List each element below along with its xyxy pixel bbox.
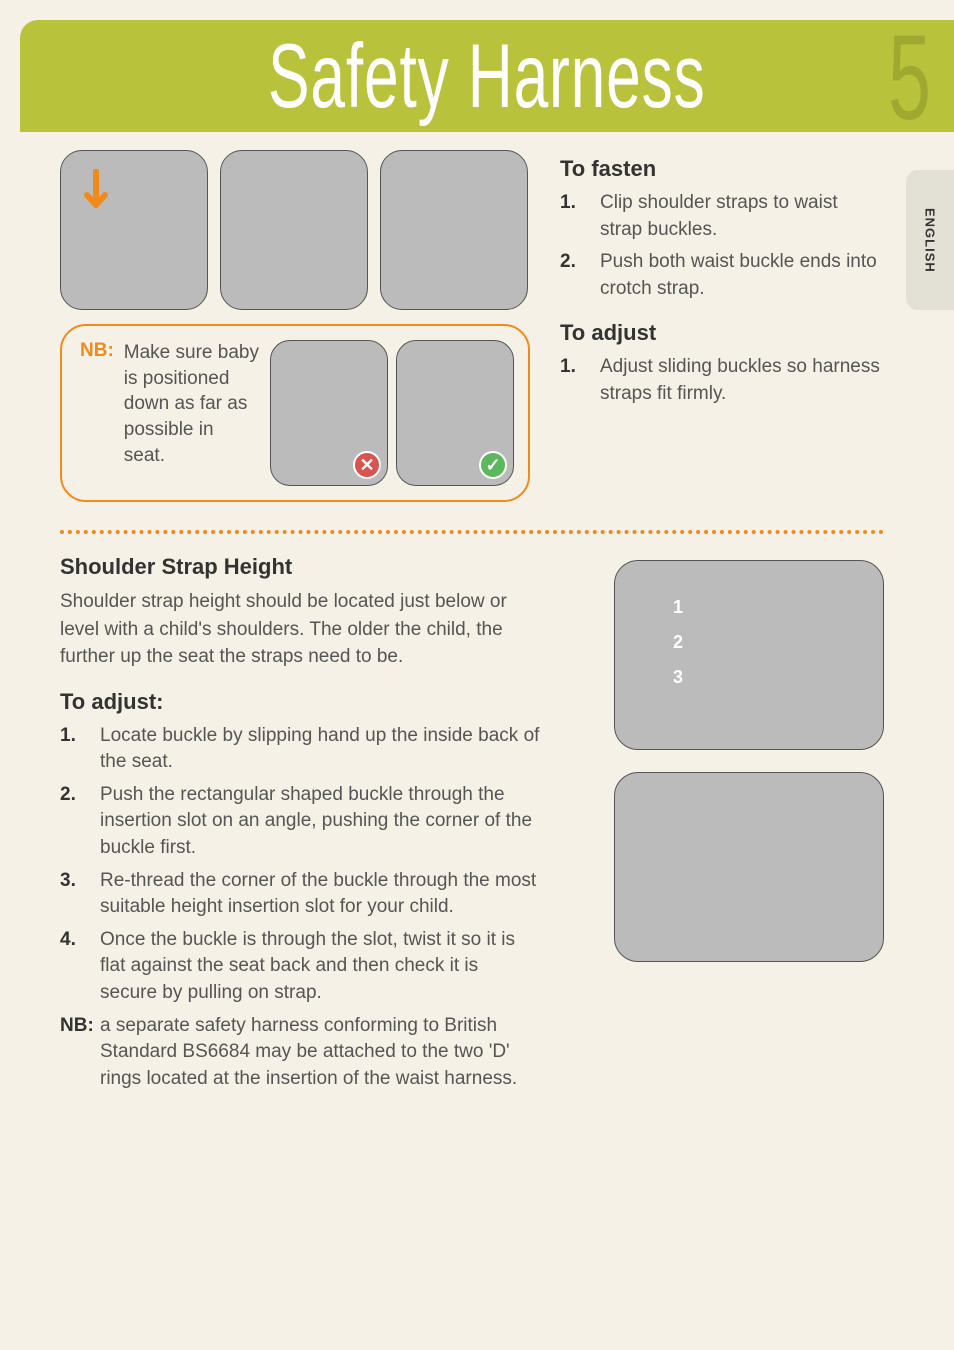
page-number: 5 (888, 8, 931, 148)
content-area: NB: Make sure baby is positioned down as… (60, 150, 884, 1310)
slot-number: 2 (673, 632, 683, 653)
list-item: 3.Re-thread the corner of the buckle thr… (60, 868, 540, 921)
shoulder-images: 1 2 3 (570, 554, 884, 1098)
list-item: 1.Locate buckle by slipping hand up the … (60, 723, 540, 776)
fasten-steps: 1.Clip shoulder straps to waist strap bu… (560, 190, 884, 302)
top-row: NB: Make sure baby is positioned down as… (60, 150, 884, 502)
list-item: 1.Clip shoulder straps to waist strap bu… (560, 190, 884, 243)
shoulder-section: Shoulder Strap Height Shoulder strap hei… (60, 554, 540, 1098)
list-item: 4.Once the buckle is through the slot, t… (60, 927, 540, 1007)
list-item: 2.Push the rectangular shaped buckle thr… (60, 782, 540, 862)
harness-photo-3 (380, 150, 528, 310)
header-band: Safety Harness 5 (20, 20, 954, 132)
baby-wrong-photo: ✕ (270, 340, 388, 486)
buckle-photo (614, 772, 884, 962)
language-label: ENGLISH (923, 208, 938, 273)
nb-label: NB: (80, 340, 114, 362)
adjust-steps: 1.Adjust sliding buckles so harness stra… (560, 354, 884, 407)
cross-icon: ✕ (353, 451, 381, 479)
list-item-nb: NB:a separate safety harness conforming … (60, 1013, 540, 1093)
slot-number: 3 (673, 667, 683, 688)
nb-text: Make sure baby is positioned down as far… (124, 340, 260, 468)
arrow-down-icon (81, 169, 111, 219)
harness-photo-1 (60, 150, 208, 310)
shoulder-intro: Shoulder strap height should be located … (60, 588, 540, 671)
bottom-row: Shoulder Strap Height Shoulder strap hei… (60, 554, 884, 1098)
list-item: 2.Push both waist buckle ends into crotc… (560, 249, 884, 302)
adjust-heading: To adjust (560, 320, 884, 346)
shoulder-heading: Shoulder Strap Height (60, 554, 540, 580)
adjust2-steps: 1.Locate buckle by slipping hand up the … (60, 723, 540, 1093)
harness-photo-2 (220, 150, 368, 310)
language-tab: ENGLISH (906, 170, 954, 310)
slot-number: 1 (673, 597, 683, 618)
check-icon: ✓ (479, 451, 507, 479)
instructions-column: To fasten 1.Clip shoulder straps to wais… (560, 150, 884, 502)
page-title: Safety Harness (268, 24, 706, 128)
image-column: NB: Make sure baby is positioned down as… (60, 150, 530, 502)
baby-correct-photo: ✓ (396, 340, 514, 486)
adjust2-heading: To adjust: (60, 689, 540, 715)
nb-callout: NB: Make sure baby is positioned down as… (60, 324, 530, 502)
section-divider (60, 530, 884, 534)
list-item: 1.Adjust sliding buckles so harness stra… (560, 354, 884, 407)
seat-slots-photo: 1 2 3 (614, 560, 884, 750)
fasten-heading: To fasten (560, 156, 884, 182)
